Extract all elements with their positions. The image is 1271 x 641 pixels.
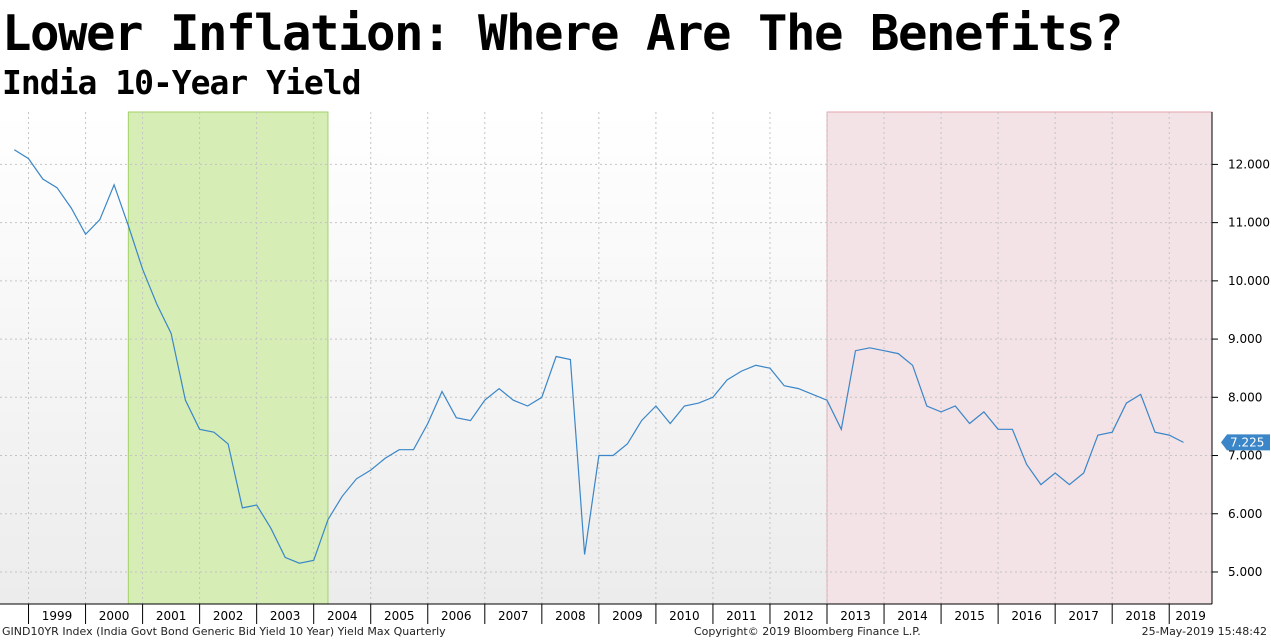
yield-line [13, 149, 1184, 564]
x-tick-label: 2015 [954, 609, 985, 623]
y-tick-label: 5.000 [1228, 565, 1262, 579]
y-tick-label: 6.000 [1228, 507, 1262, 521]
x-tick-label: 2017 [1068, 609, 1099, 623]
x-tick-label: 2011 [726, 609, 757, 623]
timestamp: 25-May-2019 15:48:42 [1141, 625, 1267, 638]
x-tick-label: 2000 [99, 609, 130, 623]
x-tick-label: 2008 [555, 609, 586, 623]
chart-title: Lower Inflation: Where Are The Benefits? [2, 5, 1124, 62]
x-tick-label: 2018 [1125, 609, 1156, 623]
x-tick-label: 2009 [612, 609, 643, 623]
y-tick-label: 11.000 [1228, 216, 1270, 230]
x-tick-label: 2014 [897, 609, 928, 623]
y-tick-label: 8.000 [1228, 390, 1262, 404]
chart-subtitle: India 10-Year Yield [2, 63, 361, 102]
y-tick-label: 10.000 [1228, 274, 1270, 288]
x-tick-label: 2003 [270, 609, 301, 623]
index-description: GIND10YR Index (India Govt Bond Generic … [2, 625, 446, 638]
green-shaded-region [127, 111, 329, 605]
x-tick-label: 2013 [840, 609, 871, 623]
last-value-badge [1221, 434, 1270, 451]
x-tick-label: 2001 [156, 609, 187, 623]
x-tick-label: 2016 [1011, 609, 1042, 623]
x-tick-label: 1999 [42, 609, 73, 623]
y-tick-label: 9.000 [1228, 332, 1262, 346]
x-tick-label: 2002 [213, 609, 244, 623]
y-tick-label: 7.000 [1228, 449, 1262, 463]
y-tick-label: 12.000 [1228, 157, 1270, 171]
x-tick-label: 2012 [783, 609, 814, 623]
red-shaded-region [826, 111, 1213, 605]
copyright-notice: Copyright© 2019 Bloomberg Finance L.P. [694, 625, 921, 638]
x-tick-label: 2007 [498, 609, 529, 623]
x-tick-label: 2019 [1175, 609, 1206, 623]
x-tick-label: 2010 [669, 609, 700, 623]
x-tick-label: 2006 [441, 609, 472, 623]
last-value-label: 7.225 [1230, 435, 1264, 449]
x-tick-label: 2004 [327, 609, 358, 623]
x-tick-label: 2005 [384, 609, 415, 623]
